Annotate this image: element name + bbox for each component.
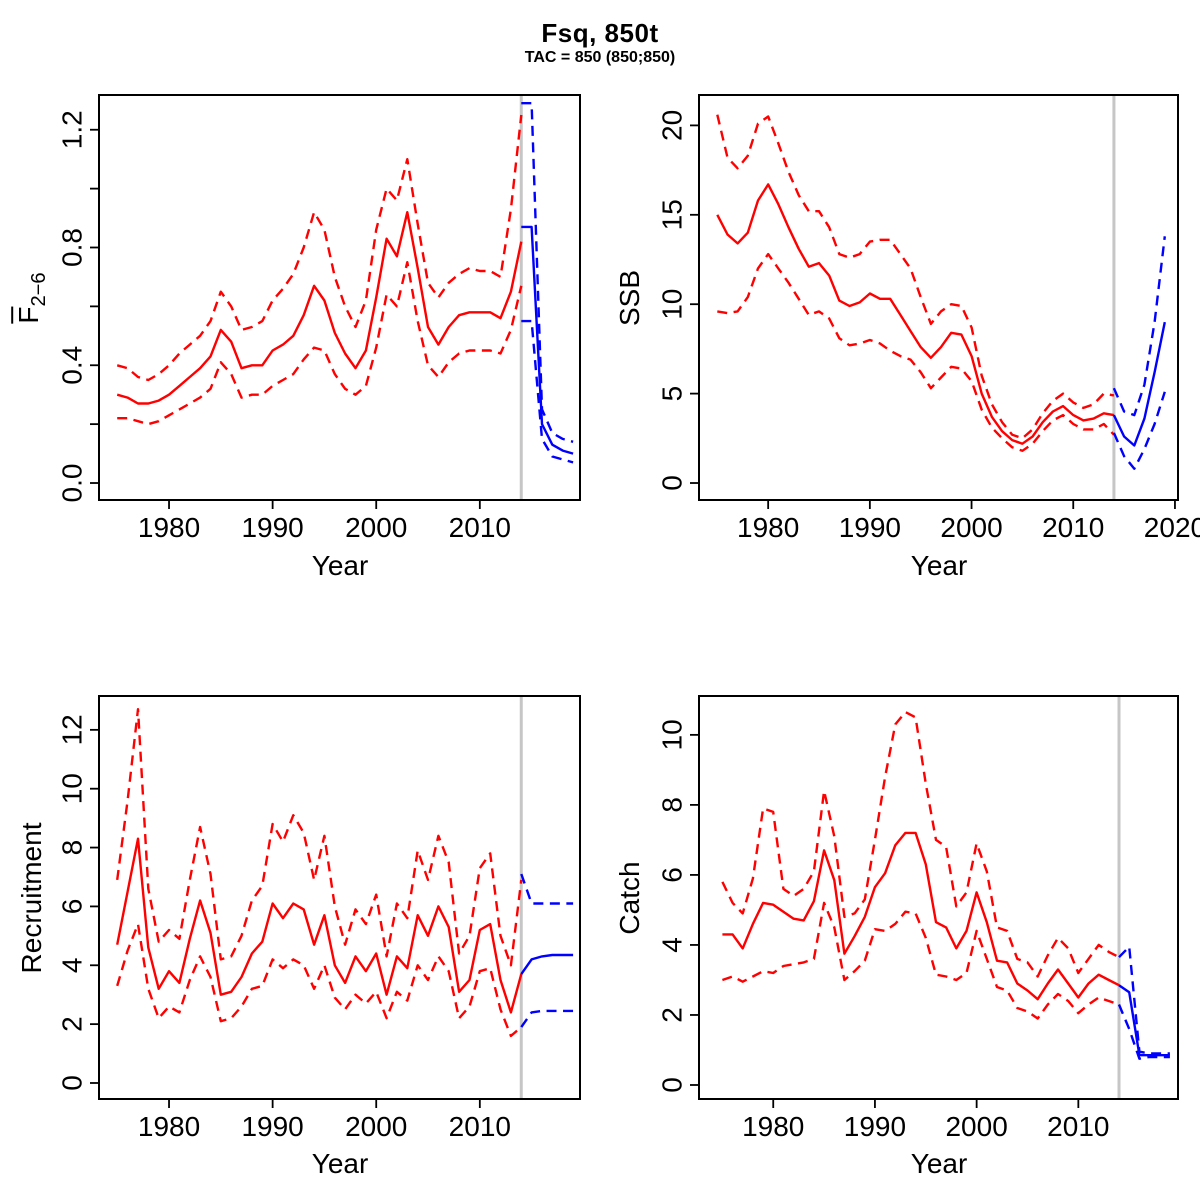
- f-estimate-line: [116, 210, 523, 405]
- recruitment-ci-upper-line: [116, 708, 523, 967]
- catch-y-tick-label: 10: [657, 719, 688, 750]
- ssb-estimate-line: [716, 183, 1115, 445]
- f-y-tick-label: 0.8: [57, 228, 88, 267]
- catch-forecast-ci-lower-line: [1117, 1004, 1170, 1060]
- recruitment-x-tick-label: 2010: [449, 1111, 511, 1142]
- panel-catch: 1980 1990 2000 2010 0 2 4 6 8 10: [657, 695, 1179, 1142]
- f-forecast-line: [521, 225, 574, 455]
- recruitment-x-tick-label: 1990: [241, 1111, 303, 1142]
- f-ci-lower-line: [117, 261, 523, 426]
- catch-ci-lower-line: [722, 901, 1120, 1020]
- panel-ssb: 1980 1990 2000 2010 2020 0 5 10 15 20: [657, 94, 1200, 543]
- year-axis-title-f: Year: [311, 550, 369, 581]
- ssb-x-tick-label: 2010: [1042, 512, 1104, 543]
- catch-y-tick-label: 2: [657, 1007, 688, 1023]
- catch-y-tick-label: 4: [657, 937, 688, 953]
- recruitment-plot-box: [98, 695, 581, 1100]
- catch-ci-upper-line: [721, 710, 1120, 978]
- f-y-tick-label: 0.0: [57, 464, 88, 503]
- ssb-y-tick-label: 15: [657, 199, 688, 230]
- recruitment-y-tick-label: 2: [57, 1016, 88, 1032]
- f-plot-box: [98, 94, 581, 501]
- ssb-forecast-ci-upper-line: [1112, 236, 1166, 417]
- ssb-x-tick-label: 2020: [1144, 512, 1200, 543]
- recruitment-y-tick-label: 6: [57, 899, 88, 915]
- recruitment-y-tick-label: 10: [57, 773, 88, 804]
- recruitment-x-tick-label: 1980: [138, 1111, 200, 1142]
- recruitment-forecast-ci-lower-line: [520, 1009, 574, 1028]
- recruitment-x-tick-label: 2000: [345, 1111, 407, 1142]
- f-x-tick-label: 1990: [241, 512, 303, 543]
- f-axis-title-sub: 2−6: [27, 272, 50, 307]
- catch-y-tick-label: 8: [657, 797, 688, 813]
- catch-x-tick-label: 1990: [844, 1111, 906, 1142]
- catch-forecast-ci-upper-line: [1118, 945, 1170, 1055]
- catch-x-tick-label: 1980: [742, 1111, 804, 1142]
- panel-recruitment: 1980 1990 2000 2010 0 2 4 6 8 10 12: [57, 695, 581, 1142]
- catch-axis-title: Catch: [614, 861, 645, 935]
- ssb-axis-title: SSB: [614, 269, 645, 327]
- ssb-x-tick-label: 1990: [839, 512, 901, 543]
- catch-estimate-line: [722, 831, 1120, 1001]
- year-axis-title-recruitment: Year: [311, 1148, 369, 1179]
- panel-f: 1980 1990 2000 2010 0.0 0.4 0.8 1.2: [57, 94, 581, 543]
- ssb-x-tick-label: 2000: [940, 512, 1002, 543]
- recruitment-forecast-line: [520, 953, 574, 975]
- f-x-tick-label: 1980: [138, 512, 200, 543]
- ssb-y-tick-label: 20: [657, 110, 688, 141]
- figure-subtitle: TAC = 850 (850;850): [524, 49, 676, 66]
- f-axis-title-main: F: [13, 306, 45, 324]
- ssb-plot-box: [698, 94, 1179, 501]
- catch-forecast-line: [1118, 984, 1170, 1057]
- ssb-forecast-ci-lower-line: [1112, 391, 1166, 470]
- year-axis-title-catch: Year: [910, 1148, 968, 1179]
- ssb-ci-upper-line: [716, 114, 1115, 440]
- ssb-y-tick-label: 0: [657, 475, 688, 491]
- ssb-forecast-line: [1112, 321, 1166, 447]
- f-axis-title: F2−6: [13, 272, 51, 323]
- f-y-tick-label: 1.2: [57, 110, 88, 149]
- figure-title: Fsq, 850t: [541, 18, 659, 48]
- recruitment-y-tick-label: 12: [57, 714, 88, 745]
- catch-plot-box: [698, 695, 1179, 1100]
- ssb-y-tick-label: 10: [657, 289, 688, 320]
- ssb-y-tick-label: 5: [657, 386, 688, 402]
- f-forecast-ci-upper-line: [521, 101, 574, 443]
- catch-x-tick-label: 2000: [945, 1111, 1007, 1142]
- catch-y-tick-label: 6: [657, 867, 688, 883]
- recruitment-y-tick-label: 0: [57, 1075, 88, 1091]
- recruitment-ci-lower-line: [116, 922, 523, 1038]
- ssb-ci-lower-line: [717, 252, 1115, 452]
- year-axis-title-ssb: Year: [910, 550, 968, 581]
- recruitment-forecast-ci-upper-line: [520, 873, 574, 905]
- f-ci-upper-line: [116, 114, 523, 382]
- f-forecast-ci-lower-line: [521, 319, 574, 464]
- catch-x-tick-label: 2010: [1047, 1111, 1109, 1142]
- recruitment-axis-title: Recruitment: [16, 822, 47, 974]
- f-x-tick-label: 2010: [449, 512, 511, 543]
- catch-y-tick-label: 0: [657, 1077, 688, 1093]
- f-y-tick-label: 0.4: [57, 346, 88, 385]
- recruitment-estimate-line: [116, 837, 523, 1014]
- recruitment-y-tick-label: 8: [57, 840, 88, 856]
- ssb-x-tick-label: 1980: [737, 512, 799, 543]
- f-x-tick-label: 2000: [345, 512, 407, 543]
- recruitment-y-tick-label: 4: [57, 957, 88, 973]
